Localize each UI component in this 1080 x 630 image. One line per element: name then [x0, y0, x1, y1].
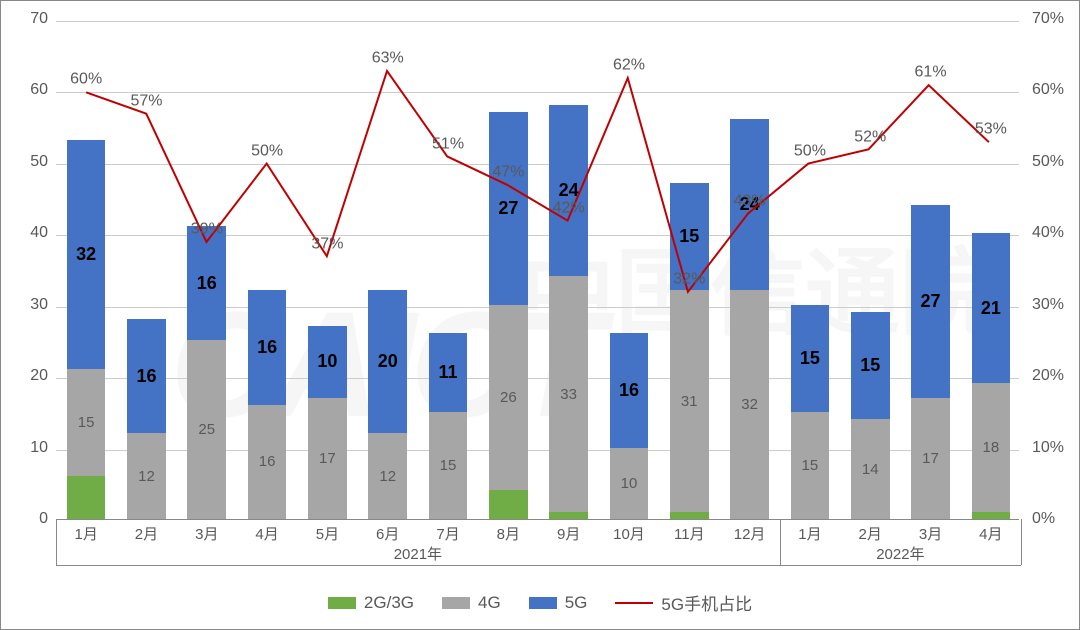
- line-value-label: 52%: [854, 128, 886, 146]
- line-value-label: 61%: [915, 64, 947, 82]
- line-value-label: 37%: [311, 235, 343, 253]
- x-tick: 9月: [557, 523, 580, 544]
- legend: 2G/3G 4G 5G 5G手机占比: [1, 590, 1079, 615]
- line-overlay: [56, 21, 1019, 520]
- legend-item: 5G: [529, 590, 588, 615]
- x-tick: 3月: [195, 523, 218, 544]
- x-tick: 8月: [497, 523, 520, 544]
- line-value-label: 51%: [432, 135, 464, 153]
- line-value-label: 47%: [492, 164, 524, 182]
- line-value-label: 60%: [70, 71, 102, 89]
- line-value-label: 53%: [975, 121, 1007, 139]
- legend-label: 5G手机占比: [661, 590, 752, 615]
- y-tick-left: 30: [30, 296, 48, 314]
- line-value-label: 43%: [734, 192, 766, 210]
- y-tick-right: 0%: [1032, 510, 1055, 528]
- x-tick: 11月: [674, 523, 705, 544]
- legend-item: 2G/3G: [328, 590, 414, 615]
- line-5g-ratio: [86, 71, 989, 292]
- legend-line: [615, 602, 653, 604]
- line-value-label: 32%: [673, 271, 705, 289]
- x-tick: 1月: [74, 523, 97, 544]
- line-value-label: 42%: [553, 199, 585, 217]
- x-group-separator: [780, 519, 781, 565]
- legend-label: 2G/3G: [364, 593, 414, 613]
- y-tick-left: 60: [30, 81, 48, 99]
- x-group-baseline: [56, 565, 780, 566]
- legend-label: 5G: [565, 593, 588, 613]
- line-value-label: 57%: [130, 92, 162, 110]
- y-tick-left: 70: [30, 10, 48, 28]
- x-tick: 12月: [734, 523, 766, 544]
- y-tick-left: 10: [30, 439, 48, 457]
- x-tick: 5月: [316, 523, 339, 544]
- y-axis-left: 010203040506070: [6, 21, 56, 519]
- x-tick: 2月: [859, 523, 882, 544]
- y-tick-right: 10%: [1032, 439, 1064, 457]
- legend-swatch: [442, 597, 470, 609]
- legend-swatch: [328, 597, 356, 609]
- y-tick-right: 70%: [1032, 10, 1064, 28]
- line-value-label: 63%: [372, 49, 404, 67]
- line-value-label: 39%: [191, 221, 223, 239]
- y-tick-right: 30%: [1032, 296, 1064, 314]
- y-tick-right: 50%: [1032, 153, 1064, 171]
- legend-swatch: [529, 597, 557, 609]
- y-tick-left: 50: [30, 153, 48, 171]
- x-axis: 1月 2月 3月 4月 5月 6月 7月 8月 9月 10月 11月 12月 1月 2月 3月 4月 2021年…: [56, 519, 1019, 569]
- x-tick: 10月: [613, 523, 645, 544]
- x-group-baseline: [780, 565, 1021, 566]
- x-tick: 6月: [376, 523, 399, 544]
- y-tick-left: 0: [39, 510, 48, 528]
- x-tick: 7月: [436, 523, 459, 544]
- x-tick: 4月: [979, 523, 1002, 544]
- legend-item: 4G: [442, 590, 501, 615]
- x-group-separator: [56, 519, 57, 565]
- y-tick-left: 20: [30, 367, 48, 385]
- x-tick: 2月: [135, 523, 158, 544]
- y-axis-right: 0%10%20%30%40%50%60%70%: [1024, 21, 1074, 519]
- line-value-label: 50%: [251, 142, 283, 160]
- x-baseline: [56, 519, 1019, 520]
- legend-item: 5G手机占比: [615, 590, 752, 615]
- x-group-label: 2022年: [876, 543, 924, 564]
- x-tick: 3月: [919, 523, 942, 544]
- chart-container: CAICT 中国信通院 010203040506070 0%10%20%30%4…: [0, 0, 1080, 630]
- x-group-separator: [1021, 519, 1022, 565]
- y-tick-right: 20%: [1032, 367, 1064, 385]
- legend-label: 4G: [478, 593, 501, 613]
- x-tick: 1月: [798, 523, 821, 544]
- line-value-label: 62%: [613, 57, 645, 75]
- x-group-label: 2021年: [394, 543, 442, 564]
- x-tick: 4月: [255, 523, 278, 544]
- line-value-label: 50%: [794, 142, 826, 160]
- y-tick-left: 40: [30, 224, 48, 242]
- y-tick-right: 60%: [1032, 81, 1064, 99]
- plot-area: 1532121625161616171012201511262733241016…: [56, 21, 1019, 519]
- y-tick-right: 40%: [1032, 224, 1064, 242]
